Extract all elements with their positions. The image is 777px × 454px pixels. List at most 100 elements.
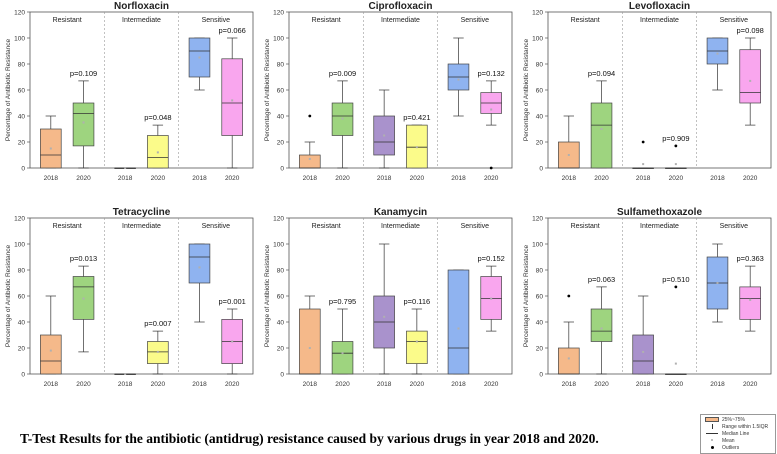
p-value-label: p=0.013 [70, 254, 97, 263]
legend-whisker-entry: Range within 1.5IQR [705, 423, 768, 430]
group-label-sensitive: Sensitive [461, 223, 490, 230]
box-body [72, 102, 95, 147]
mean-marker [716, 52, 719, 55]
chart-panel-ciprofloxacin: Ciprofloxacin 0 20 40 60 80 100 120 Percentage o… [264, 1, 513, 182]
box-resistant-2018: 2018 [299, 114, 321, 182]
box-intermediate-2020: 2020 [147, 330, 169, 388]
group-label-sensitive: Sensitive [202, 223, 231, 230]
mean-marker [231, 340, 234, 343]
y-tick-label: 0 [539, 372, 543, 379]
y-axis-label: Percentage of Antibiotic Resistance [264, 244, 271, 347]
outlier-point [641, 140, 645, 144]
p-value-label: p=0.510 [662, 275, 689, 284]
mean-marker [124, 373, 127, 375]
p-value-label: p=0.001 [219, 297, 246, 306]
mean-marker [716, 282, 719, 284]
box-sensitive-2018: 2018 [447, 37, 470, 182]
box-resistant-2018: 2018 [40, 295, 62, 388]
box-body [558, 347, 580, 375]
y-tick-label: 0 [21, 166, 25, 173]
box-intermediate-2018: 2018 [373, 89, 395, 182]
group-label-intermediate: Intermediate [122, 223, 161, 230]
group-label-sensitive: Sensitive [720, 223, 749, 230]
box-body [590, 102, 613, 169]
box-body [447, 269, 470, 375]
box-sensitive-2018: 2018 [706, 37, 729, 182]
y-tick-label: 120 [14, 216, 25, 223]
box-intermediate-2020: 2020 [406, 124, 428, 182]
p-value-label: p=0.132 [478, 69, 505, 78]
y-axis-label: Percentage of Antibiotic Resistance [5, 244, 12, 347]
p-value-label: p=0.116 [403, 297, 430, 306]
x-tick-label: 2018 [118, 175, 133, 182]
y-axis-label: Percentage of Antibiotic Resistance [264, 38, 271, 141]
box-resistant-2018: 2018 [40, 115, 62, 182]
x-tick-label: 2020 [484, 381, 499, 388]
x-tick-label: 2018 [562, 381, 577, 388]
box-sensitive-2020: 2020 [480, 80, 502, 182]
box-intermediate-2018: 2018 [114, 167, 136, 182]
group-label-resistant: Resistant [312, 17, 341, 24]
group-label-resistant: Resistant [53, 223, 82, 230]
chart-panel-tetracycline: Tetracycline 0 20 40 60 80 100 120 Percentage of… [5, 207, 254, 388]
box-intermediate-2018: 2018 [632, 140, 654, 182]
x-tick-label: 2018 [192, 381, 207, 388]
p-value-label: p=0.048 [144, 113, 171, 122]
group-label-resistant: Resistant [571, 17, 600, 24]
x-tick-label: 2018 [303, 175, 318, 182]
y-tick-label: 40 [18, 320, 26, 327]
group-label-intermediate: Intermediate [381, 223, 420, 230]
x-tick-label: 2020 [594, 175, 609, 182]
box-body [188, 243, 211, 284]
box-body [299, 308, 321, 375]
box-intermediate-2020: 2020 [665, 144, 687, 182]
legend-median-swatch [705, 431, 719, 436]
box-body [632, 334, 654, 375]
x-tick-label: 2020 [743, 175, 758, 182]
mean-marker [642, 163, 645, 166]
mean-marker [642, 350, 645, 353]
y-tick-label: 120 [532, 216, 543, 223]
mean-marker [156, 151, 159, 154]
y-tick-label: 60 [536, 88, 544, 95]
y-tick-label: 0 [280, 372, 284, 379]
mean-marker [231, 99, 234, 102]
box-body [739, 49, 761, 104]
chart-title: Tetracycline [113, 207, 171, 218]
y-tick-label: 120 [273, 216, 284, 223]
y-tick-label: 20 [536, 346, 544, 353]
mean-marker [198, 266, 201, 269]
y-tick-label: 80 [277, 268, 285, 275]
legend-whisker-label: Range within 1.5IQR [722, 423, 769, 430]
box-intermediate-2018: 2018 [373, 243, 395, 388]
box-resistant-2020: 2020 [331, 308, 354, 388]
box-body [406, 330, 428, 364]
box-resistant-2018: 2018 [558, 115, 580, 182]
plot-frame [547, 217, 772, 375]
x-tick-label: 2018 [377, 175, 392, 182]
plot-frame [288, 217, 513, 375]
legend-outliers-label: Outliers [722, 444, 740, 451]
plot-frame [288, 11, 513, 169]
y-tick-label: 120 [273, 10, 284, 17]
mean-marker [82, 121, 85, 124]
box-intermediate-2020: 2020 [406, 308, 428, 388]
group-label-intermediate: Intermediate [122, 17, 161, 24]
y-tick-label: 20 [18, 140, 26, 147]
mean-marker [49, 349, 52, 352]
chart-title: Norfloxacin [114, 1, 169, 12]
p-value-label: p=0.094 [588, 69, 615, 78]
x-tick-label: 2020 [594, 381, 609, 388]
y-tick-label: 80 [536, 62, 544, 69]
box-sensitive-2020: 2020 [221, 308, 243, 388]
box-intermediate-2020: 2020 [665, 285, 687, 388]
p-value-label: p=0.363 [737, 254, 764, 263]
x-tick-label: 2020 [225, 175, 240, 182]
box-body [299, 154, 321, 169]
x-tick-label: 2018 [636, 381, 651, 388]
legend-mean-entry: Mean [705, 437, 735, 444]
x-tick-label: 2018 [118, 381, 133, 388]
chart-title: Sulfamethoxazole [617, 207, 702, 218]
x-tick-label: 2018 [44, 381, 59, 388]
box-sensitive-2018: 2018 [447, 269, 470, 388]
